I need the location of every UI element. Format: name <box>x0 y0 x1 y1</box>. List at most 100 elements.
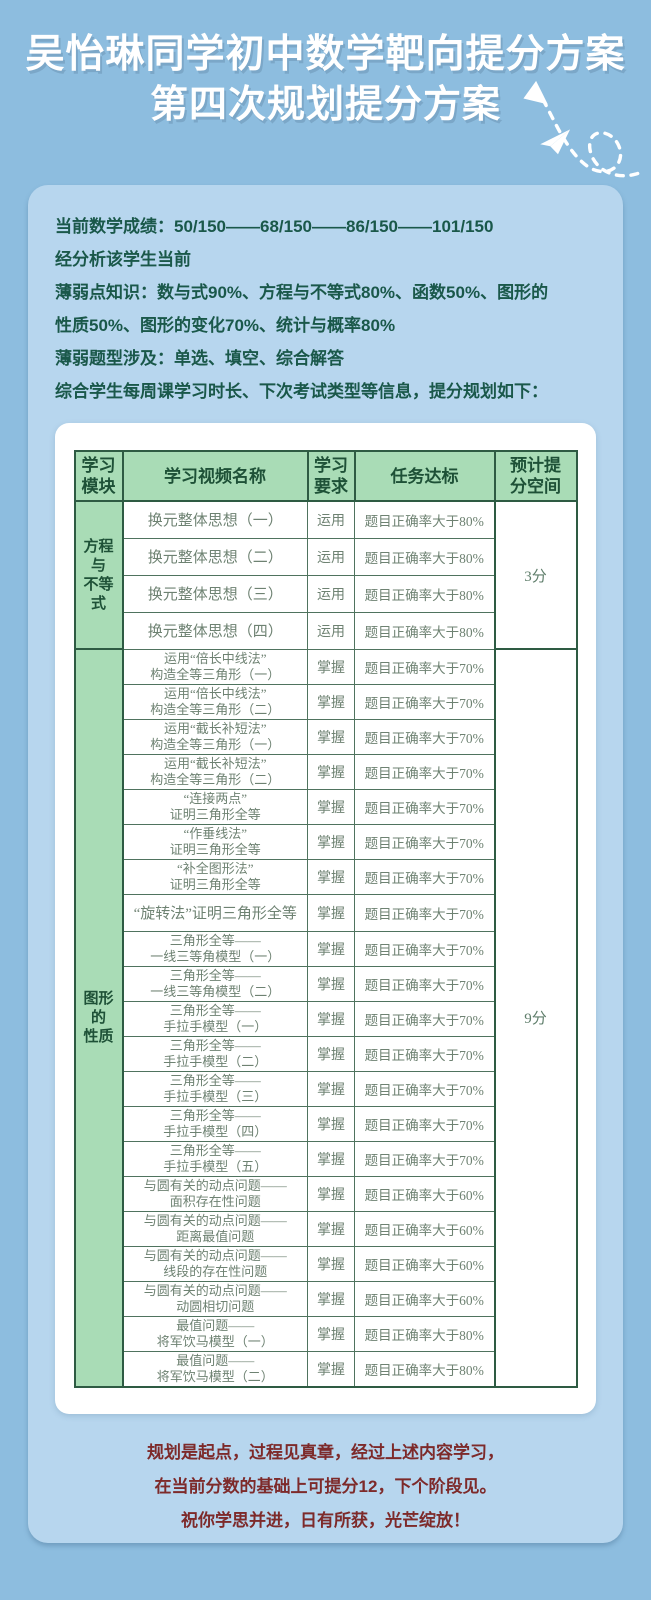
table-row: 三角形全等—— 手拉手模型（一） 掌握 题目正确率大于70% <box>75 1000 577 1037</box>
score-cell: 9分 <box>493 648 578 1388</box>
video-name-line: “作垂线法” <box>183 825 248 841</box>
target-cell: 题目正确率大于70% <box>354 1140 495 1177</box>
column-header-line: 学习 <box>314 456 348 475</box>
video-name-cell: 最值问题—— 将军饮马模型（一） <box>122 1315 308 1352</box>
video-name-cell: 与圆有关的动点问题—— 距离最值问题 <box>122 1210 308 1247</box>
video-name-line: 手拉手模型（三） <box>163 1088 268 1104</box>
video-name-cell: “作垂线法” 证明三角形全等 <box>122 823 308 860</box>
video-name-line: 换元整体思想（一） <box>147 513 283 530</box>
requirement-cell: 掌握 <box>307 1070 355 1107</box>
target-cell: 题目正确率大于70% <box>354 788 495 825</box>
video-name-line: 三角形全等—— <box>169 1002 261 1018</box>
video-name-line: 证明三角形全等 <box>169 806 261 822</box>
target-cell: 题目正确率大于70% <box>354 1105 495 1142</box>
page-subtitle: 第四次规划提分方案 <box>149 84 501 126</box>
video-name-cell: 换元整体思想（二） <box>122 537 308 576</box>
footer-line: 祝你学思并进，日有所获，光芒绽放！ <box>181 1510 470 1530</box>
column-header-line: 模块 <box>81 477 116 496</box>
requirement-cell: 掌握 <box>307 718 355 755</box>
requirement-cell: 掌握 <box>307 1000 355 1037</box>
video-name-line: 三角形全等—— <box>169 1037 261 1053</box>
intro-line: 性质50%、图形的变化70%、统计与概率80% <box>55 316 396 335</box>
requirement-cell: 掌握 <box>307 1175 355 1212</box>
table-row: 与圆有关的动点问题—— 线段的存在性问题 掌握 题目正确率大于60% <box>75 1245 577 1282</box>
target-cell: 题目正确率大于70% <box>354 965 495 1002</box>
video-name-line: 手拉手模型（五） <box>163 1158 268 1174</box>
target-cell: 题目正确率大于80% <box>354 611 495 650</box>
video-name-cell: 三角形全等—— 手拉手模型（二） <box>122 1035 308 1072</box>
plane-icon <box>540 129 571 155</box>
intro-line: 薄弱题型涉及：单选、填空、综合解答 <box>55 349 344 368</box>
table-row: “旋转法”证明三角形全等 掌握 题目正确率大于70% <box>75 893 577 932</box>
target-cell: 题目正确率大于70% <box>354 893 495 932</box>
column-header: 预计提 分空间 <box>493 450 578 502</box>
plan-table-card: 学习 模块 学习视频名称 学习 要求 任务达标 预计提 分空间 方程与 不等式 换元整体思想（一）… <box>55 423 596 1414</box>
requirement-cell: 掌握 <box>307 965 355 1002</box>
footer-line: 在当前分数的基础上可提分12，下个阶段见。 <box>154 1476 497 1496</box>
video-name-cell: 运用“截长补短法” 构造全等三角形（一） <box>122 718 308 755</box>
target-cell: 题目正确率大于70% <box>354 1070 495 1107</box>
requirement-cell: 运用 <box>307 500 355 539</box>
target-cell: 题目正确率大于60% <box>354 1245 495 1282</box>
requirement-cell: 掌握 <box>307 683 355 720</box>
video-name-line: 证明三角形全等 <box>169 841 261 857</box>
video-name-line: 证明三角形全等 <box>169 876 261 892</box>
target-cell: 题目正确率大于80% <box>354 537 495 576</box>
video-name-line: 构造全等三角形（一） <box>150 666 281 682</box>
video-name-cell: 换元整体思想（四） <box>122 611 308 650</box>
module-name-line: 方程与 <box>83 538 114 574</box>
video-name-cell: 三角形全等—— 一线三等角模型（一） <box>122 930 308 967</box>
module-name-line: 图形的 <box>83 990 114 1027</box>
requirement-cell: 掌握 <box>307 1315 355 1352</box>
requirement-cell: 掌握 <box>307 1210 355 1247</box>
video-name-line: 手拉手模型（一） <box>163 1018 268 1034</box>
video-name-line: 构造全等三角形（二） <box>150 701 281 717</box>
video-name-line: 三角形全等—— <box>169 932 261 948</box>
requirement-cell: 掌握 <box>307 1245 355 1282</box>
table-row: 图形的 性质 运用“倍长中线法” 构造全等三角形（一） 掌握 题目正确率大于70% 9分 <box>73 648 578 1388</box>
video-name-cell: 与圆有关的动点问题—— 面积存在性问题 <box>122 1175 308 1212</box>
video-name-line: 三角形全等—— <box>169 1142 261 1158</box>
video-name-line: 距离最值问题 <box>176 1228 255 1244</box>
video-name-line: 换元整体思想（四） <box>147 624 283 640</box>
video-name-cell: “补全图形法” 证明三角形全等 <box>122 858 308 895</box>
column-header: 学习 要求 <box>306 450 356 502</box>
table-row: 三角形全等—— 手拉手模型（二） 掌握 题目正确率大于70% <box>75 1035 577 1072</box>
target-cell: 题目正确率大于70% <box>354 1035 495 1072</box>
requirement-cell: 掌握 <box>307 858 355 895</box>
column-header-line: 学习视频名称 <box>164 466 266 486</box>
target-cell: 题目正确率大于70% <box>354 930 495 967</box>
requirement-cell: 掌握 <box>307 1350 355 1387</box>
requirement-cell: 掌握 <box>307 930 355 967</box>
target-cell: 题目正确率大于80% <box>354 1350 495 1387</box>
intro-line: 当前数学成绩：50/150——68/150——86/150——101/150 <box>55 217 494 236</box>
arrowhead-icon <box>523 80 548 105</box>
target-cell: 题目正确率大于80% <box>354 574 495 613</box>
video-name-cell: 与圆有关的动点问题—— 线段的存在性问题 <box>122 1245 308 1282</box>
requirement-cell: 掌握 <box>307 648 355 685</box>
requirement-cell: 掌握 <box>307 1280 355 1317</box>
plan-table: 学习 模块 学习视频名称 学习 要求 任务达标 预计提 分空间 方程与 不等式 换元整体思想（一）… <box>73 450 578 1388</box>
content-panel: 当前数学成绩：50/150——68/150——86/150——101/150 经分… <box>28 185 623 1543</box>
requirement-cell: 运用 <box>307 574 355 613</box>
video-name-line: 手拉手模型（四） <box>163 1123 268 1139</box>
video-name-cell: 换元整体思想（一） <box>122 500 308 539</box>
column-header-line: 要求 <box>314 477 348 496</box>
target-cell: 题目正确率大于70% <box>354 858 495 895</box>
video-name-cell: 运用“倍长中线法” 构造全等三角形（一） <box>122 648 308 685</box>
table-row: 换元整体思想（三） 运用 题目正确率大于80% <box>75 574 577 613</box>
video-name-cell: “旋转法”证明三角形全等 <box>122 893 308 932</box>
video-name-line: 一线三等角模型（二） <box>150 983 281 999</box>
table-row: 换元整体思想（四） 运用 题目正确率大于80% <box>75 611 577 650</box>
video-name-line: 最值问题—— <box>176 1317 255 1333</box>
table-body: 方程与 不等式 换元整体思想（一） 运用 题目正确率大于80% 3分 换元整体思想（二） 运用… <box>73 500 578 1388</box>
video-name-line: 面积存在性问题 <box>169 1193 261 1209</box>
video-name-cell: 换元整体思想（三） <box>122 574 308 613</box>
video-name-cell: 与圆有关的动点问题—— 动圆相切问题 <box>122 1280 308 1317</box>
table-row: 最值问题—— 将军饮马模型（二） 掌握 题目正确率大于80% <box>75 1350 577 1387</box>
video-name-line: 构造全等三角形（一） <box>150 736 281 752</box>
column-header: 学习 模块 <box>73 450 124 502</box>
table-row: 三角形全等—— 手拉手模型（四） 掌握 题目正确率大于70% <box>75 1105 577 1142</box>
table-row: 三角形全等—— 手拉手模型（五） 掌握 题目正确率大于70% <box>75 1140 577 1177</box>
